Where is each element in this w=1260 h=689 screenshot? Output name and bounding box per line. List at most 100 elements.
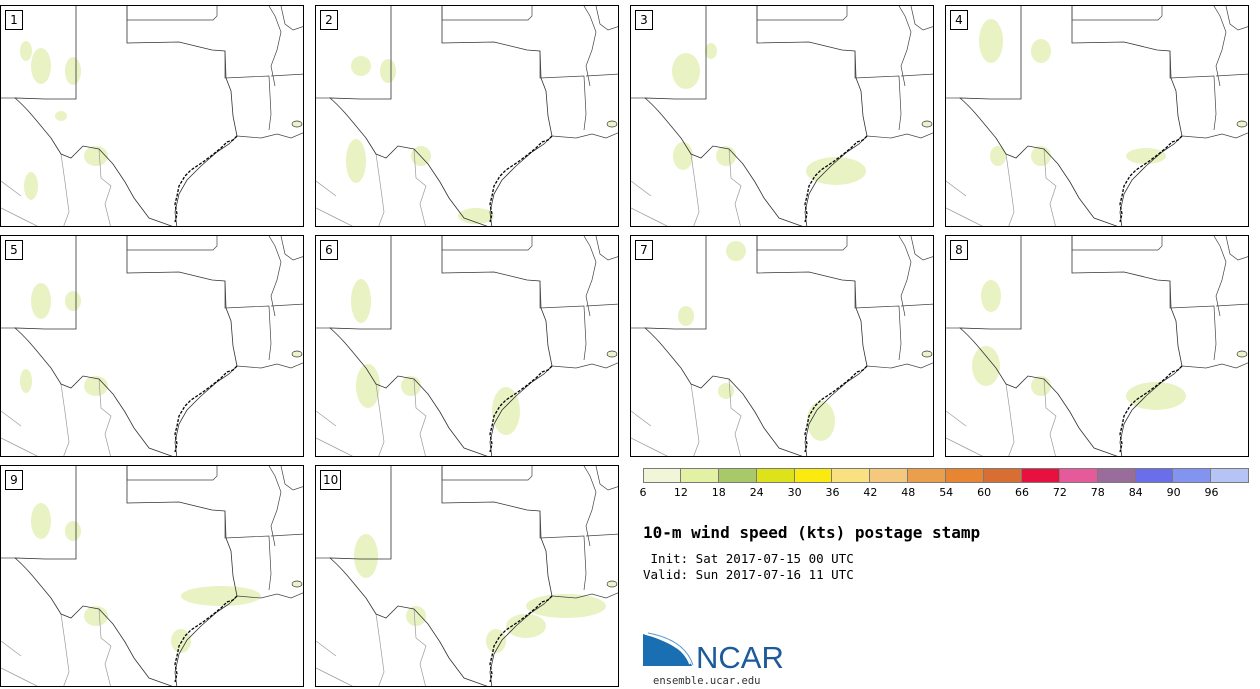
mexico-border-line bbox=[631, 410, 652, 427]
colorbar-swatch bbox=[1211, 468, 1250, 483]
state-border-line bbox=[1213, 236, 1227, 317]
mexico-border-line bbox=[631, 180, 652, 197]
state-border-line bbox=[898, 236, 912, 317]
member-number-label: 8 bbox=[950, 240, 968, 260]
wind-speed-area bbox=[380, 59, 396, 83]
state-border-line bbox=[441, 6, 533, 21]
state-border-line bbox=[539, 511, 587, 591]
texas-outline bbox=[643, 6, 868, 226]
state-border-line bbox=[866, 132, 933, 139]
wind-speed-area bbox=[401, 376, 421, 396]
mexico-border-line bbox=[946, 437, 983, 456]
state-border-line bbox=[1225, 236, 1248, 261]
state-border-line bbox=[268, 6, 282, 87]
mexico-border-line bbox=[946, 180, 967, 197]
colorbar-tick-label: 18 bbox=[711, 486, 726, 499]
basemap bbox=[1, 466, 303, 686]
state-border-line bbox=[126, 466, 218, 481]
state-border-line bbox=[551, 132, 618, 139]
gulf-coastline bbox=[174, 595, 238, 683]
state-border-line bbox=[270, 73, 303, 77]
wind-speed-area bbox=[31, 283, 51, 319]
wind-speed-area bbox=[1126, 382, 1186, 410]
ensemble-member-map-4: 4 bbox=[945, 5, 1249, 227]
colorbar-swatch bbox=[870, 468, 909, 483]
state-border-line bbox=[910, 236, 933, 261]
state-border-line bbox=[441, 236, 533, 251]
wind-speed-area bbox=[716, 146, 736, 166]
basemap bbox=[946, 236, 1248, 456]
wind-speed-area bbox=[171, 629, 191, 653]
wind-speed-area bbox=[346, 139, 366, 183]
mexico-border-line bbox=[1005, 153, 1015, 226]
texas-outline bbox=[958, 6, 1183, 226]
mexico-border-line bbox=[946, 410, 967, 427]
wind-speed-area bbox=[20, 369, 32, 393]
colorbar-tick-label: 54 bbox=[939, 486, 954, 499]
wind-speed-area bbox=[65, 57, 81, 85]
ensemble-member-map-2: 2 bbox=[315, 5, 619, 227]
gulf-coastline bbox=[489, 365, 553, 453]
wind-speed-area bbox=[356, 364, 380, 408]
ensemble-member-map-9: 9 bbox=[0, 465, 304, 687]
member-number-label: 3 bbox=[635, 10, 653, 30]
colorbar-swatch bbox=[756, 468, 795, 483]
state-border-line bbox=[1215, 73, 1248, 77]
wind-speed-area bbox=[979, 19, 1003, 63]
mexico-border-line bbox=[413, 378, 427, 456]
state-border-line bbox=[224, 51, 272, 131]
texas-outline bbox=[13, 236, 238, 456]
mexico-border-line bbox=[1, 640, 22, 657]
colorbar-tick-label: 24 bbox=[749, 486, 764, 499]
mexico-border-line bbox=[316, 640, 337, 657]
state-border-line bbox=[583, 466, 597, 547]
mexico-border-line bbox=[375, 383, 385, 456]
colorbar-tick-label: 42 bbox=[863, 486, 878, 499]
colorbar-tick-label: 30 bbox=[787, 486, 802, 499]
ensemble-member-map-6: 6 bbox=[315, 235, 619, 457]
lake-outline bbox=[606, 120, 618, 128]
state-border-line bbox=[268, 466, 282, 547]
wind-speed-area bbox=[981, 280, 1001, 312]
colorbar-tick-label: 84 bbox=[1128, 486, 1143, 499]
colorbar-tick-label: 60 bbox=[977, 486, 992, 499]
colorbar-swatch bbox=[1021, 468, 1060, 483]
lake-outline bbox=[606, 580, 618, 588]
mexico-border-line bbox=[98, 148, 112, 226]
colorbar-tick-label: 72 bbox=[1052, 486, 1067, 499]
colorbar-swatch bbox=[832, 468, 871, 483]
basemap bbox=[1, 6, 303, 226]
colorbar bbox=[643, 468, 1250, 483]
ensemble-member-map-7: 7 bbox=[630, 235, 934, 457]
valid-time: Valid: Sun 2017-07-16 11 UTC bbox=[643, 567, 854, 582]
member-number-label: 6 bbox=[320, 240, 338, 260]
state-border-line bbox=[236, 132, 303, 139]
state-border-line bbox=[236, 592, 303, 599]
state-border-line bbox=[1225, 6, 1248, 31]
lake-outline bbox=[291, 580, 303, 588]
state-border-line bbox=[900, 73, 933, 77]
texas-outline bbox=[643, 236, 868, 456]
mexico-border-line bbox=[631, 207, 668, 226]
basemap bbox=[316, 236, 618, 456]
colorbar-swatch bbox=[794, 468, 833, 483]
state-border-line bbox=[1169, 51, 1217, 131]
mexico-border-line bbox=[60, 613, 70, 686]
colorbar-swatch bbox=[718, 468, 757, 483]
member-number-label: 10 bbox=[320, 470, 342, 490]
colorbar-swatch bbox=[984, 468, 1022, 483]
mexico-border-line bbox=[728, 148, 742, 226]
wind-speed-area bbox=[24, 172, 38, 200]
state-border-line bbox=[866, 362, 933, 369]
gulf-coastline bbox=[1119, 135, 1183, 223]
colorbar-swatch bbox=[680, 468, 719, 483]
lake-outline bbox=[291, 120, 303, 128]
state-border-line bbox=[910, 6, 933, 31]
member-number-label: 5 bbox=[5, 240, 23, 260]
texas-outline bbox=[328, 236, 553, 456]
wind-speed-area bbox=[807, 401, 835, 441]
member-number-label: 2 bbox=[320, 10, 338, 30]
state-border-line bbox=[1213, 6, 1227, 87]
wind-speed-area bbox=[354, 534, 378, 578]
mexico-border-line bbox=[316, 410, 337, 427]
